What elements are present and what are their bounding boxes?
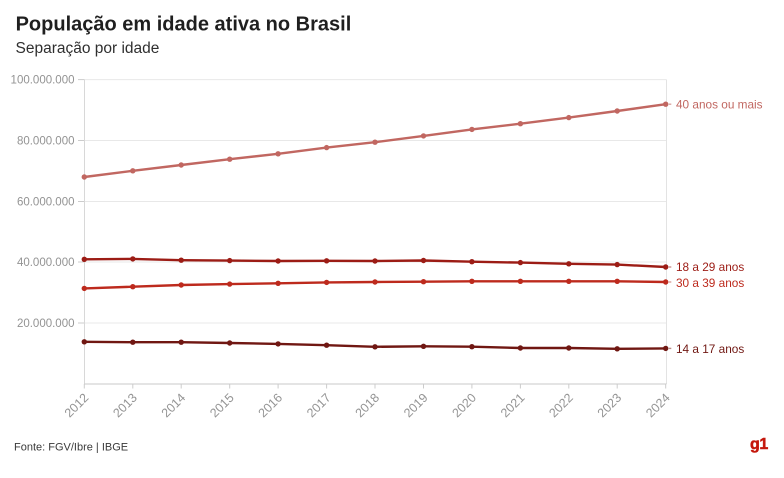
svg-text:g1: g1 (750, 436, 768, 453)
svg-text:40.000.000: 40.000.000 (17, 257, 75, 269)
svg-text:Separação por idade: Separação por idade (16, 40, 160, 57)
svg-text:40 anos ou mais: 40 anos ou mais (676, 98, 763, 112)
svg-text:14 a 17 anos: 14 a 17 anos (676, 342, 744, 356)
svg-text:60.000.000: 60.000.000 (17, 197, 75, 209)
svg-text:Fonte: FGV/Ibre | IBGE: Fonte: FGV/Ibre | IBGE (14, 441, 128, 453)
svg-text:20.000.000: 20.000.000 (17, 318, 75, 330)
svg-text:100.000.000: 100.000.000 (11, 75, 75, 87)
svg-text:18 a 29 anos: 18 a 29 anos (676, 260, 744, 274)
svg-text:30 a 39 anos: 30 a 39 anos (676, 276, 744, 290)
svg-text:População em idade ativa no Br: População em idade ativa no Brasil (16, 14, 352, 36)
svg-text:80.000.000: 80.000.000 (17, 136, 75, 148)
